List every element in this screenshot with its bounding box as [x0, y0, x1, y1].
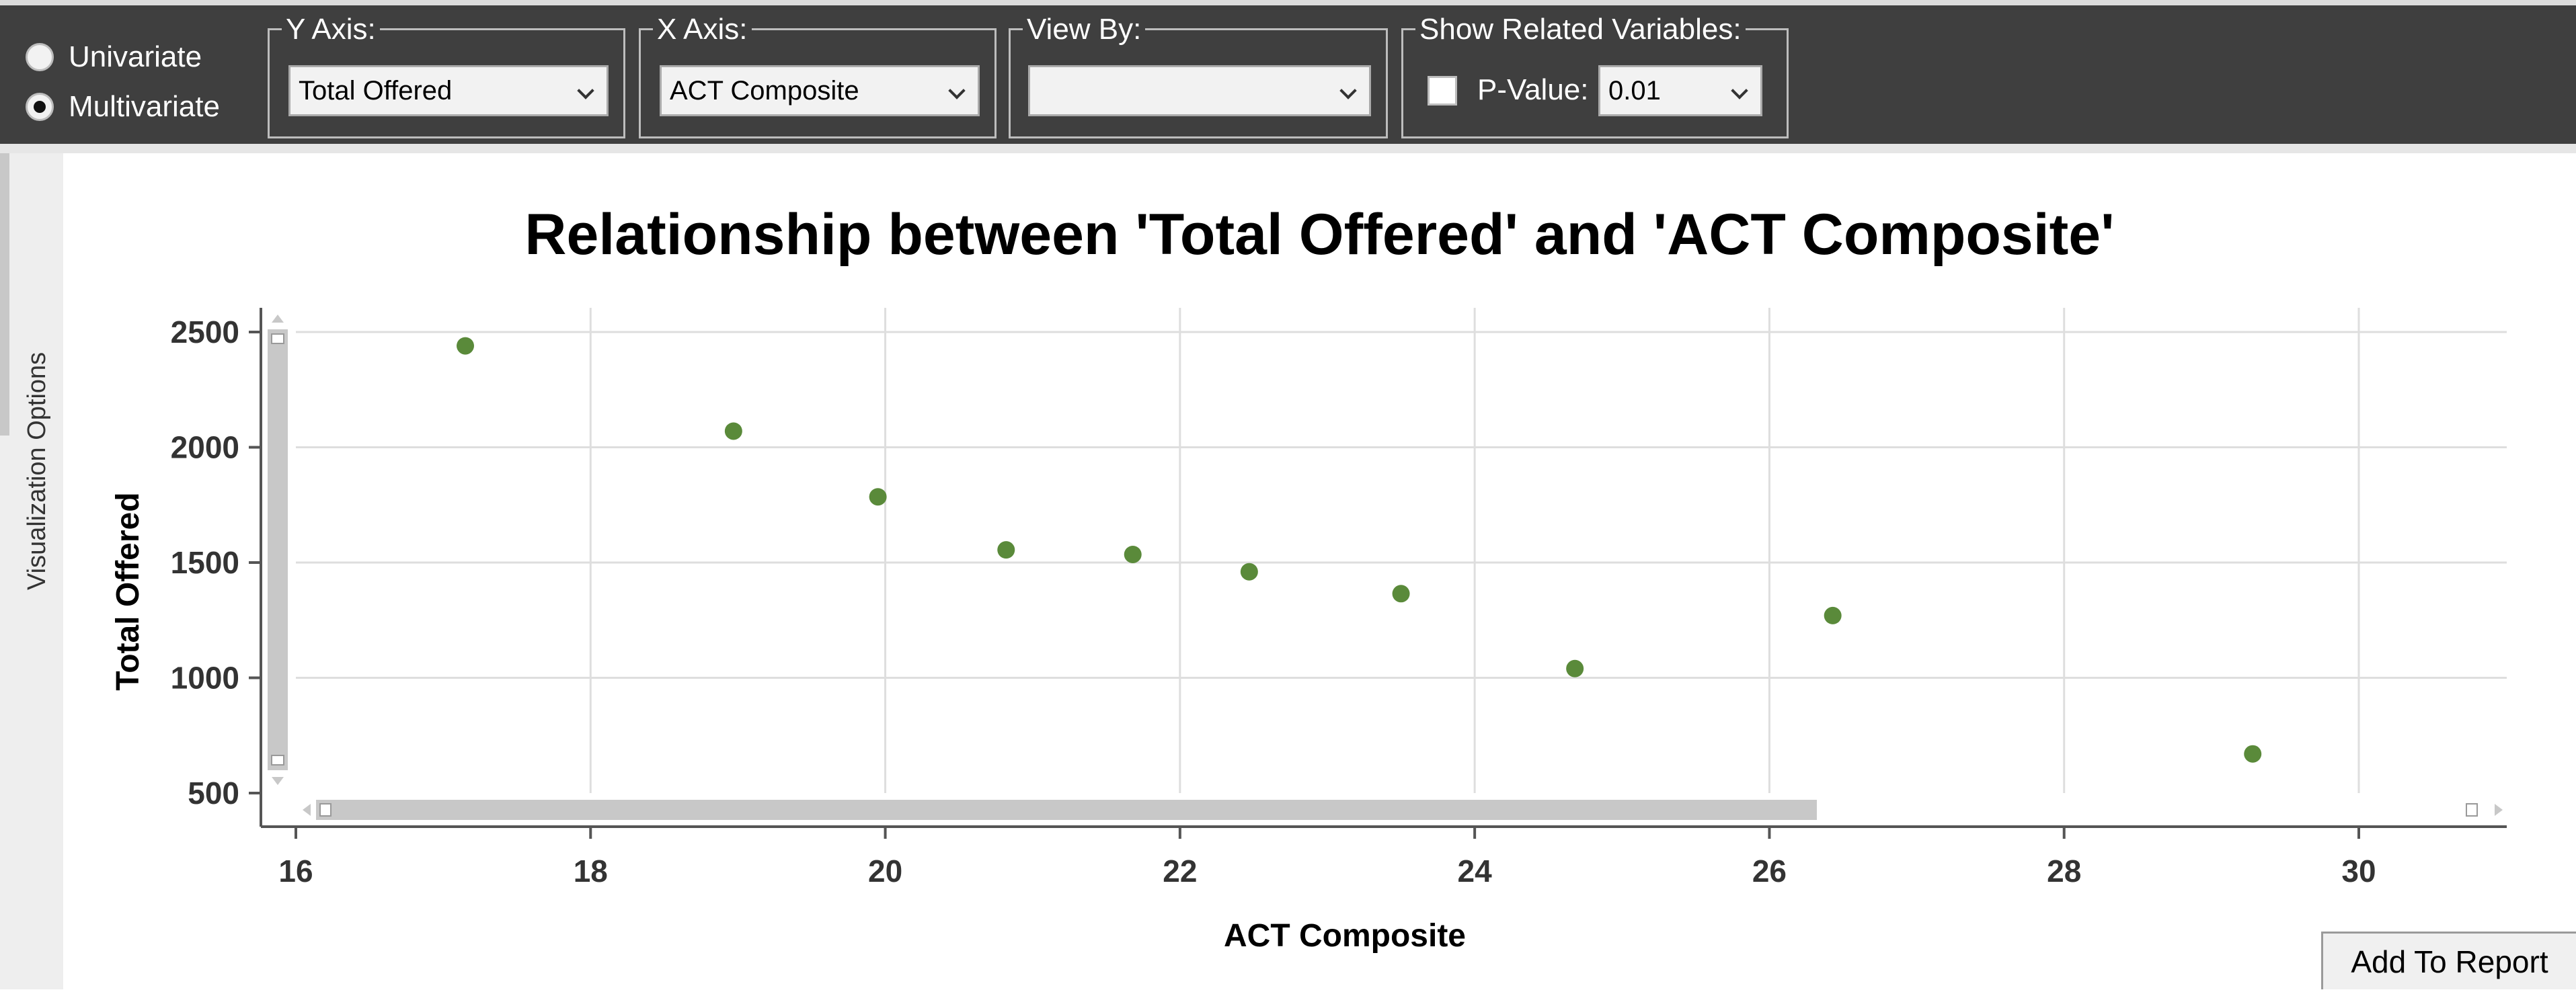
x-tick-labels: 16 18 20 22 24 26 28 30 — [278, 827, 2376, 889]
vertical-scroll-handle-bottom[interactable] — [271, 755, 284, 766]
x-tick-label: 28 — [2047, 854, 2081, 889]
data-point — [1566, 659, 1584, 677]
y-axis-legend: Y Axis: — [282, 13, 380, 46]
visualization-options-panel[interactable]: Visualization Options — [0, 153, 63, 989]
y-tick-label: 1000 — [171, 661, 239, 696]
x-tick-label: 26 — [1752, 854, 1787, 889]
toolbar: Univariate Multivariate Y Axis: Total Of… — [0, 0, 2576, 144]
horizontal-scroll-handle-right[interactable] — [2466, 803, 2478, 817]
y-axis-group: Y Axis: Total Offered — [268, 13, 625, 138]
data-point — [2244, 745, 2262, 763]
view-by-select[interactable] — [1028, 65, 1371, 116]
x-tick-label: 22 — [1163, 854, 1197, 889]
univariate-radio[interactable]: Univariate — [26, 40, 202, 74]
p-value-label: P-Value: — [1477, 73, 1589, 106]
x-tick-label: 30 — [2341, 854, 2376, 889]
x-tick-label: 20 — [868, 854, 902, 889]
data-point — [1240, 563, 1258, 581]
horizontal-scrollbar[interactable] — [303, 800, 2503, 820]
multivariate-label: Multivariate — [69, 90, 220, 123]
scroll-right-arrow-icon[interactable] — [2495, 804, 2503, 816]
x-axis-select[interactable]: ACT Composite — [660, 65, 980, 116]
view-by-group: View By: — [1009, 13, 1388, 138]
x-tick-label: 24 — [1458, 854, 1493, 889]
add-to-report-button[interactable]: Add To Report — [2321, 932, 2576, 989]
grid-lines — [296, 308, 2507, 793]
data-point — [997, 541, 1015, 559]
x-axis-legend: X Axis: — [653, 13, 752, 46]
y-tick-label: 1500 — [171, 545, 239, 580]
data-point — [1824, 606, 1842, 624]
y-axis-title: Total Offered — [110, 492, 146, 690]
view-by-legend: View By: — [1023, 13, 1146, 46]
p-value-value: 0.01 — [1608, 76, 1661, 106]
data-point — [1392, 585, 1410, 603]
related-variables-legend: Show Related Variables: — [1415, 13, 1746, 46]
data-point — [869, 488, 887, 506]
data-point — [724, 422, 742, 440]
vertical-scrollbar[interactable] — [268, 315, 288, 785]
data-point — [457, 337, 475, 355]
panel-tab-indicator — [0, 153, 9, 436]
y-tick-labels: 500 1000 1500 2000 2500 — [171, 315, 261, 811]
p-value-select[interactable]: 0.01 — [1598, 65, 1762, 116]
multivariate-radio[interactable]: Multivariate — [26, 90, 220, 124]
x-tick-label: 16 — [278, 854, 313, 889]
toolbar-separator — [0, 144, 2576, 153]
chart-title: Relationship between 'Total Offered' and… — [524, 202, 2115, 267]
scroll-left-arrow-icon[interactable] — [303, 804, 311, 816]
horizontal-scroll-handle-left[interactable] — [319, 803, 331, 817]
x-axis-group: X Axis: ACT Composite — [639, 13, 997, 138]
scroll-up-arrow-icon[interactable] — [272, 315, 284, 323]
y-axis-select[interactable]: Total Offered — [288, 65, 609, 116]
x-axis-value: ACT Composite — [670, 76, 859, 106]
vertical-scroll-handle-top[interactable] — [271, 333, 284, 344]
x-axis-title: ACT Composite — [1224, 918, 1466, 954]
data-point — [1124, 545, 1142, 563]
y-tick-label: 2000 — [171, 430, 239, 465]
radio-circle-selected[interactable] — [26, 93, 54, 121]
x-tick-label: 18 — [574, 854, 608, 889]
related-variables-group: Show Related Variables: P-Value: 0.01 — [1401, 13, 1789, 138]
y-axis-value: Total Offered — [299, 76, 453, 106]
horizontal-scrollbar-track[interactable] — [316, 800, 1817, 820]
related-variables-checkbox[interactable] — [1428, 76, 1457, 106]
y-tick-label: 2500 — [171, 315, 239, 349]
univariate-label: Univariate — [69, 40, 202, 73]
vertical-scrollbar-track[interactable] — [268, 329, 288, 770]
radio-circle[interactable] — [26, 43, 54, 71]
y-tick-label: 500 — [188, 776, 239, 811]
scroll-down-arrow-icon[interactable] — [272, 777, 284, 785]
data-points — [457, 337, 2262, 763]
